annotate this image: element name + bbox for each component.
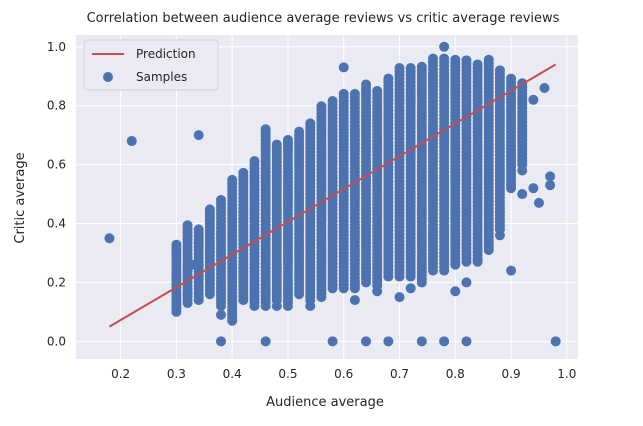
sample-point [405,283,416,294]
y-tick-label: 0.6 [47,158,66,172]
sample-points [104,41,561,347]
x-tick-label: 0.5 [278,367,297,381]
sample-point [506,73,517,84]
legend-prediction-label: Prediction [136,47,196,61]
x-tick-label: 0.6 [334,367,353,381]
sample-point [126,136,137,147]
sample-point [193,224,204,235]
sample-point [461,336,472,347]
sample-point [494,230,505,241]
sample-point [506,265,517,276]
sample-point [216,194,227,205]
sample-point [416,61,427,72]
sample-point [361,79,372,90]
sample-point [227,174,238,185]
sample-point [260,124,271,135]
sample-point [271,139,282,150]
sample-point [394,292,405,303]
sample-point [327,336,338,347]
y-tick-label: 0.4 [47,217,66,231]
axis-ticks: 0.2 0.3 0.4 0.5 0.6 0.7 0.8 0.9 1.0 0.0 0.2 0.4 0.6 0… [47,40,576,381]
sample-point [528,183,539,194]
sample-point [483,245,494,256]
sample-point [483,54,494,65]
sample-point [517,165,528,176]
legend-samples-swatch [103,72,113,82]
sample-point [439,336,450,347]
sample-point [216,309,227,320]
prediction-line-segment [108,63,557,328]
sample-point [260,336,271,347]
sample-point [472,256,483,267]
x-tick-label: 0.3 [167,367,186,381]
sample-point [171,271,182,282]
sample-point [227,315,238,326]
x-axis-label: Audience average [266,395,384,410]
y-tick-label: 1.0 [47,40,66,54]
sample-point [294,126,305,137]
sample-point [182,220,193,231]
sample-point [372,286,383,297]
sample-point [461,277,472,288]
sample-point [282,134,293,145]
sample-point [204,204,215,215]
x-tick-label: 1.0 [557,367,576,381]
sample-point [316,101,327,112]
prediction-line [108,63,557,328]
sample-point [550,336,561,347]
sample-point [494,65,505,76]
sample-point [545,171,556,182]
sample-point [394,62,405,73]
sample-point [372,85,383,96]
sample-point [305,118,316,129]
sample-point [472,59,483,70]
sample-point [193,271,204,282]
sample-point [104,233,115,244]
y-axis-label: Critic average [13,152,28,243]
sample-point [182,289,193,300]
chart-title: Correlation between audience average rev… [87,11,560,26]
x-tick-label: 0.7 [390,367,409,381]
sample-point [349,88,360,99]
sample-point [461,55,472,66]
sample-point [533,197,544,208]
sample-point [439,41,450,52]
x-tick-label: 0.4 [223,367,242,381]
sample-point [349,295,360,306]
x-tick-label: 0.2 [111,367,130,381]
sample-point [545,180,556,191]
legend-box [83,39,219,91]
y-tick-label: 0.2 [47,275,66,289]
y-tick-label: 0.0 [47,334,66,348]
sample-point [271,300,282,311]
sample-point [517,189,528,200]
sample-point [327,95,338,106]
sample-point [383,73,394,84]
sample-point [383,336,394,347]
sample-point [450,286,461,297]
sample-point [528,94,539,105]
sample-point [238,167,249,178]
legend: Prediction Samples [83,39,219,91]
legend-samples-label: Samples [136,70,187,84]
sample-point [416,336,427,347]
sample-point [216,336,227,347]
x-tick-label: 0.8 [446,367,465,381]
sample-point [361,336,372,347]
sample-point [171,239,182,250]
sample-point [439,53,450,64]
sample-point [338,88,349,99]
sample-point [405,62,416,73]
sample-point [427,53,438,64]
sample-point [193,130,204,141]
sample-point [539,83,550,94]
x-tick-label: 0.9 [502,367,521,381]
y-tick-label: 0.8 [47,99,66,113]
sample-point [188,259,199,270]
sample-point [450,54,461,65]
sample-point [249,156,260,167]
sample-point [305,300,316,311]
sample-point [338,62,349,73]
